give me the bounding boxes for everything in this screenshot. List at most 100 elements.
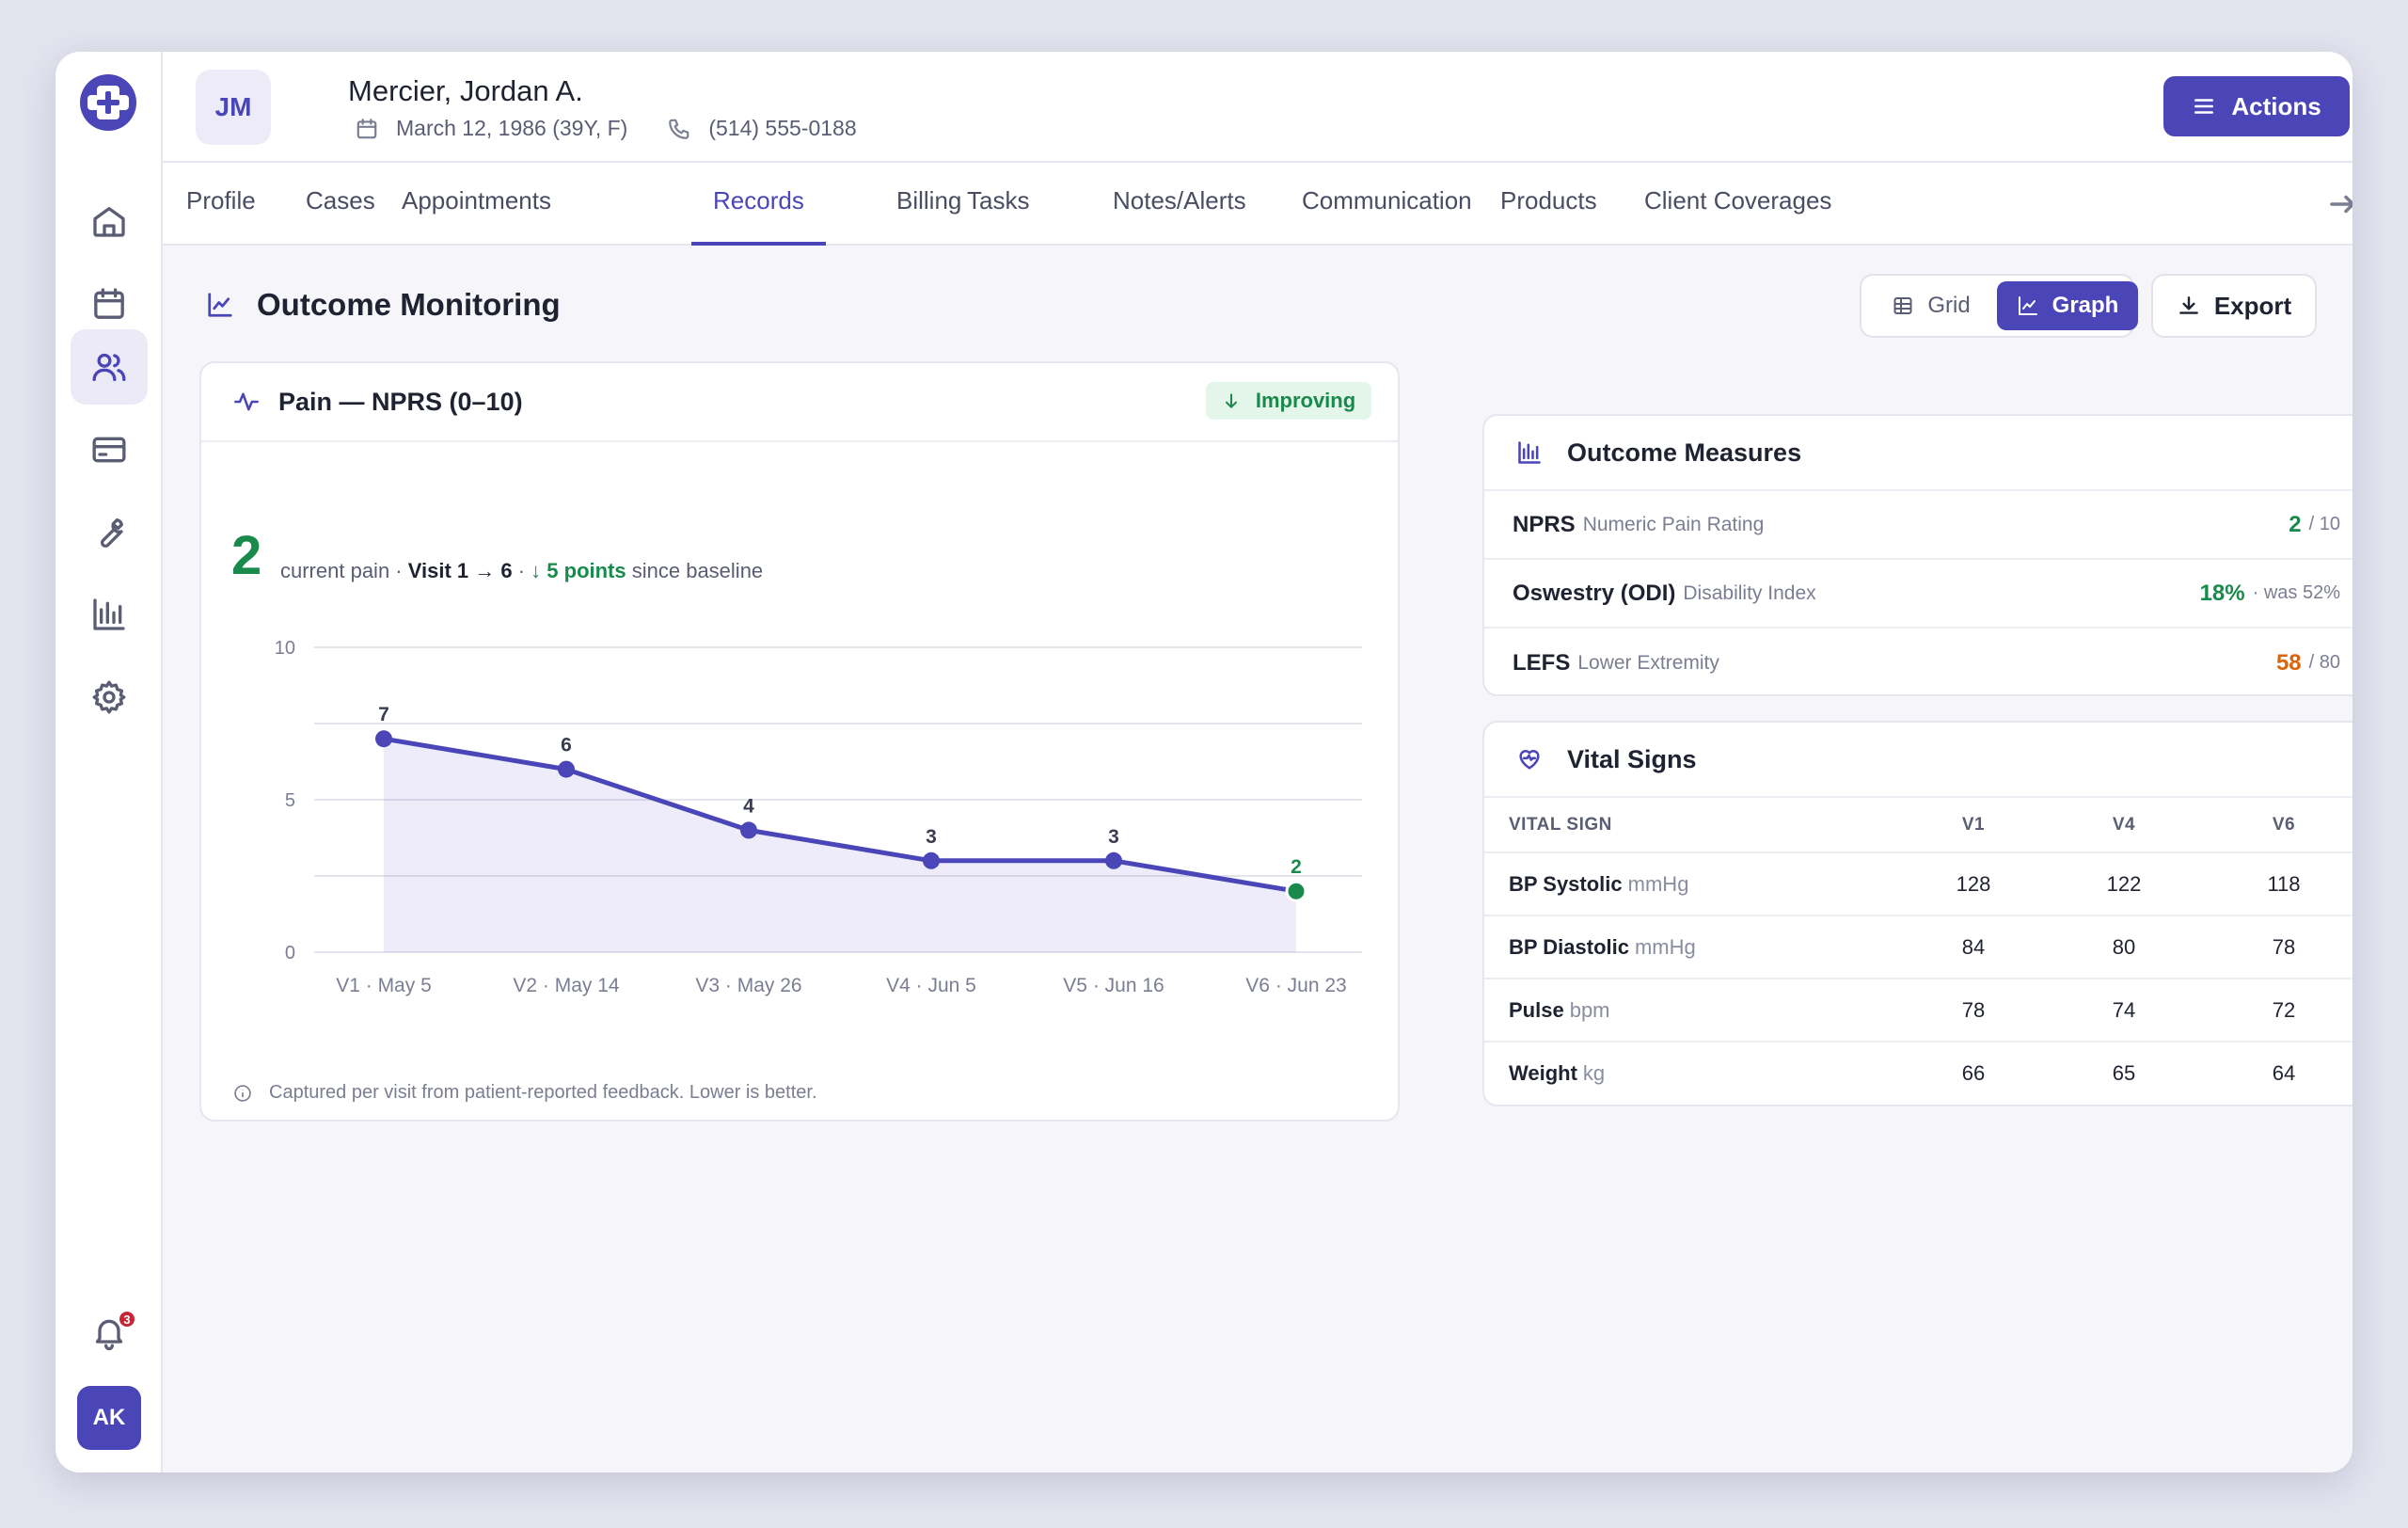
sidebar-item-tools[interactable]: [71, 495, 148, 570]
table-cell: 128: [1898, 852, 2049, 916]
table-row: BP Diastolic mmHg 84 80 78: [1484, 915, 2353, 979]
table-cell: 80: [2049, 915, 2199, 979]
tab-communication[interactable]: Communication: [1302, 186, 1472, 215]
measure-value: 2: [2289, 511, 2302, 537]
download-icon: [2178, 296, 2198, 314]
export-button[interactable]: Export: [2151, 274, 2317, 338]
notifications-button[interactable]: 3: [71, 1295, 148, 1370]
tab-notes-alerts[interactable]: Notes/Alerts: [1113, 186, 1246, 215]
tab-products[interactable]: Products: [1500, 186, 1597, 215]
x-tick-label: V6 · Jun 23: [1245, 975, 1346, 996]
home-icon: [93, 207, 125, 237]
status-badge-label: Improving: [1255, 389, 1356, 412]
vitals-table: Vital Sign V1 V4 V6 BP Systolic mmHg 128 …: [1484, 798, 2353, 1105]
arrow-right-icon: [2330, 195, 2353, 214]
pain-chart: 0 5 10 7 6 4 3 3 2 V1 · May 5 V2 · May 14 V3 · May …: [275, 638, 1362, 996]
calendar-icon: [94, 288, 124, 319]
measures-card-header: Outcome Measures: [1484, 416, 2353, 491]
measure-name: NPRS: [1513, 511, 1576, 537]
table-cell: 122: [2049, 852, 2199, 916]
pain-card-header: Pain — NPRS (0–10) Improving: [201, 363, 1398, 442]
summary-separator: ·: [512, 559, 531, 582]
wrench-icon: [100, 518, 123, 549]
vitals-card-header: Vital Signs: [1484, 723, 2353, 798]
y-tick-label: 10: [275, 638, 295, 659]
tab-records[interactable]: Records: [691, 163, 826, 246]
view-grid-label: Grid: [1927, 293, 1971, 318]
sidebar: 3 AK: [55, 52, 163, 1472]
vital-label-cell: BP Systolic mmHg: [1484, 852, 1898, 916]
measure-value: 58: [2275, 649, 2302, 676]
sidebar-item-settings[interactable]: [71, 660, 148, 735]
tab-tasks[interactable]: Tasks: [967, 186, 1030, 215]
view-graph-button[interactable]: Graph: [1997, 281, 2138, 330]
info-icon: [234, 1084, 251, 1102]
measure-subtitle: Numeric Pain Rating: [1582, 513, 1765, 535]
measure-row-odi: Oswestry (ODI) Disability Index 18% · wa…: [1484, 560, 2353, 629]
pain-change: ↓ 5 points: [531, 559, 626, 582]
chart-footnote: Captured per visit from patient-reported…: [233, 1082, 817, 1104]
app-logo[interactable]: [78, 72, 138, 133]
view-toggle: Grid Graph: [1860, 274, 2138, 338]
vital-unit: mmHg: [1634, 934, 1696, 959]
measure-scale: / 10: [2308, 514, 2340, 534]
column-header: V1: [1898, 798, 2049, 853]
measure-baseline: · was 52%: [2252, 582, 2340, 603]
column-header: V6: [2199, 798, 2353, 853]
y-tick-label: 5: [285, 790, 295, 811]
vital-label-cell: BP Diastolic mmHg: [1484, 915, 1898, 979]
data-label: 6: [561, 735, 572, 756]
footnote-text: Captured per visit from patient-reported…: [269, 1082, 817, 1103]
measure-row-nprs: NPRS Numeric Pain Rating 2 / 10: [1484, 491, 2353, 560]
vital-name: BP Diastolic: [1509, 934, 1629, 959]
tab-client-coverages[interactable]: Client Coverages: [1644, 186, 1832, 215]
measure-subtitle: Lower Extremity: [1577, 651, 1719, 674]
sidebar-item-reports[interactable]: [71, 577, 148, 652]
patient-header: JM Mercier, Jordan A. March 12, 1986 (39…: [163, 52, 2353, 163]
table-cell: 84: [1898, 915, 2049, 979]
measure-name: LEFS: [1513, 649, 1571, 676]
patient-phone: (514) 555-0188: [708, 116, 857, 140]
data-label: 7: [378, 704, 389, 725]
sidebar-item-home[interactable]: [71, 183, 148, 259]
vital-signs-card: Vital Signs Vital Sign V1 V4 V6 BP Systo…: [1482, 721, 2353, 1106]
tab-profile[interactable]: Profile: [186, 186, 256, 215]
view-grid-button[interactable]: Grid: [1869, 281, 1993, 330]
measure-subtitle: Disability Index: [1683, 581, 1816, 604]
section-title: Outcome Monitoring: [257, 287, 561, 322]
tab-billing[interactable]: Billing: [896, 186, 962, 215]
bar-chart-icon: [93, 598, 125, 630]
bar-chart-icon: [1518, 441, 1541, 464]
menu-icon: [2194, 99, 2214, 114]
current-pain-value: 2: [231, 525, 262, 586]
app-window: 3 AK JM Mercier, Jordan A. March 12, 198…: [55, 52, 2353, 1472]
actions-button[interactable]: Actions: [2163, 76, 2350, 136]
credit-card-icon: [92, 437, 126, 463]
x-tick-label: V3 · May 26: [695, 975, 801, 996]
data-label: 4: [743, 795, 754, 817]
data-point: [375, 730, 392, 748]
vital-name: Weight: [1509, 1061, 1577, 1085]
gear-icon: [92, 680, 126, 714]
tab-appointments[interactable]: Appointments: [402, 186, 551, 215]
outcome-measures-card: Outcome Measures NPRS Numeric Pain Ratin…: [1482, 414, 2353, 696]
data-point: [558, 760, 575, 778]
sidebar-item-billing[interactable]: [71, 412, 148, 487]
calendar-icon: [356, 118, 377, 138]
table-row: Weight kg 66 65 64: [1484, 1042, 2353, 1105]
sidebar-item-patients[interactable]: [71, 329, 148, 405]
user-avatar[interactable]: AK: [77, 1386, 141, 1450]
measure-scale: / 80: [2308, 652, 2340, 673]
table-icon: [1893, 297, 1912, 314]
tabs-scroll-right[interactable]: [2326, 187, 2353, 221]
table-cell: 65: [2112, 1061, 2136, 1085]
table-header-row: Vital Sign V1 V4 V6: [1484, 798, 2353, 853]
sidebar-item-calendar[interactable]: [71, 266, 148, 342]
measure-name: Oswestry (ODI): [1513, 580, 1676, 606]
vital-label-cell: Pulse bpm: [1484, 979, 1898, 1043]
section-header: Outcome Monitoring: [206, 287, 561, 323]
series-line: [381, 736, 1299, 894]
activity-icon: [234, 392, 259, 411]
data-label: 3: [1108, 826, 1119, 848]
tab-cases[interactable]: Cases: [306, 186, 375, 215]
